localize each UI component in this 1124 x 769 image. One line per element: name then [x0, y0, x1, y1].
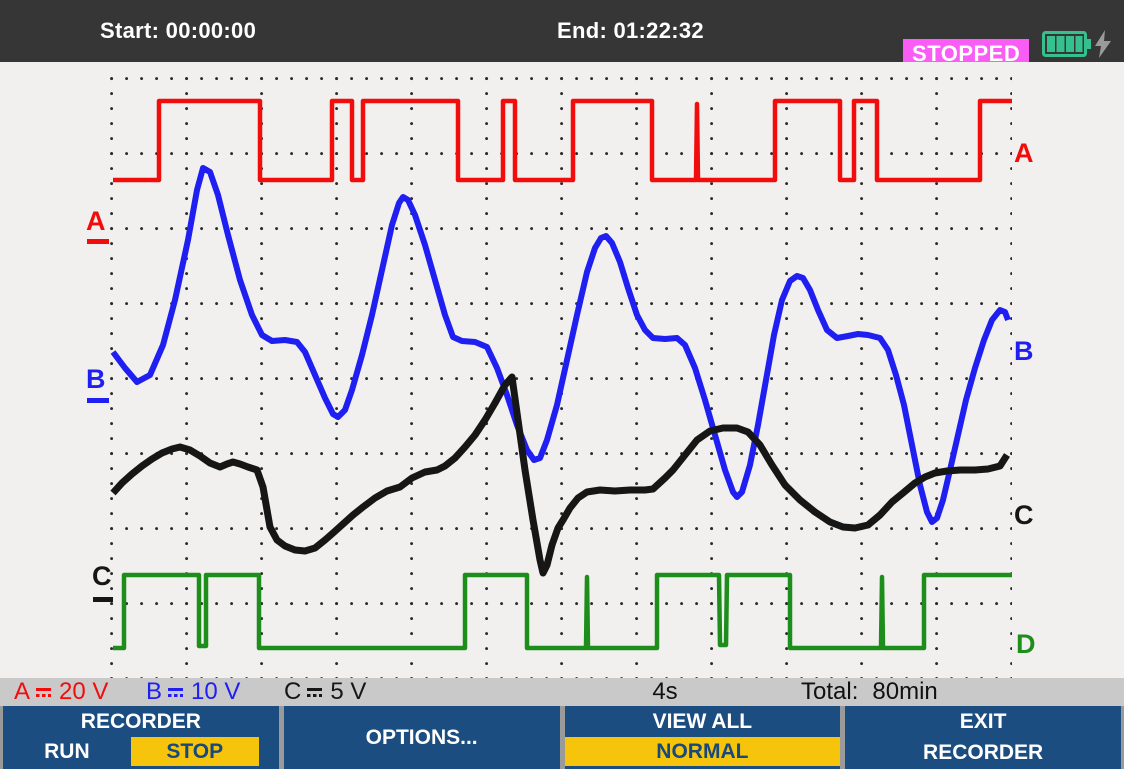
charging-bolt-icon — [1092, 29, 1114, 64]
readout-b-channel: B — [146, 678, 163, 705]
recorder-run-stop-softkey[interactable]: RECORDER RUN STOP — [3, 706, 279, 769]
total-duration: Total: 80min — [801, 678, 938, 705]
options-label: OPTIONS... — [365, 725, 478, 749]
total-value: 80min — [872, 678, 938, 705]
exit-label-line1: EXIT — [959, 710, 1007, 733]
softkey-menu-bar: RECORDER RUN STOP OPTIONS... VIEW ALL NO… — [0, 706, 1124, 769]
stop-option-selected[interactable]: STOP — [130, 737, 259, 766]
channel-c-left-label: C — [92, 561, 112, 591]
waveform-svg — [110, 98, 1012, 651]
readout-a-channel: A — [14, 678, 31, 705]
header-bar: Start: 00:00:00 End: 01:22:32 STOPPED — [0, 0, 1124, 68]
battery-icon — [1042, 31, 1092, 62]
normal-option-selected[interactable]: NORMAL — [564, 737, 841, 766]
plot-area: A B C D A B C D — [0, 62, 1124, 717]
exit-recorder-softkey[interactable]: EXIT RECORDER — [845, 706, 1121, 769]
dc-coupling-icon — [307, 688, 323, 697]
status-bar: A 20 V B 10 V C 5 V 4s Total: 80min — [0, 678, 1124, 706]
channel-d-right-label: D — [1016, 629, 1036, 659]
readout-b-value: 10 V — [191, 678, 241, 705]
end-time: End: 01:22:32 — [557, 18, 704, 43]
readout-channel-a: A 20 V — [14, 678, 108, 706]
channel-b-right-label: B — [1014, 336, 1034, 366]
trace-B — [110, 165, 1011, 525]
total-label: Total: — [801, 678, 859, 705]
exit-label-line2: RECORDER — [923, 741, 1044, 764]
channel-c-right-label: C — [1014, 500, 1034, 530]
view-all-option[interactable]: VIEW ALL — [652, 710, 753, 733]
recorder-group-title: RECORDER — [80, 710, 201, 733]
channel-a-marker — [87, 239, 109, 244]
readout-channel-c: C 5 V — [284, 678, 366, 706]
trace-D — [113, 572, 1012, 651]
channel-a-left-label: A — [86, 206, 106, 236]
channel-a-right-label: A — [1014, 138, 1034, 168]
readout-c-value: 5 V — [330, 678, 367, 705]
run-option[interactable]: RUN — [44, 740, 90, 763]
dc-coupling-icon — [168, 688, 184, 697]
channel-c-marker — [93, 597, 113, 602]
view-all-normal-softkey[interactable]: VIEW ALL NORMAL — [564, 706, 841, 769]
readout-channel-b: B 10 V — [146, 678, 240, 706]
options-softkey[interactable]: OPTIONS... — [283, 706, 560, 769]
readout-c-channel: C — [284, 678, 302, 705]
trace-C — [110, 373, 1010, 577]
time-per-division: 4s — [652, 678, 678, 705]
start-time: Start: 00:00:00 — [100, 18, 257, 43]
readout-a-value: 20 V — [59, 678, 109, 705]
dc-coupling-icon — [36, 688, 52, 697]
trace-A — [113, 98, 1012, 183]
channel-b-left-label: B — [86, 364, 106, 394]
channel-b-marker — [87, 398, 109, 403]
